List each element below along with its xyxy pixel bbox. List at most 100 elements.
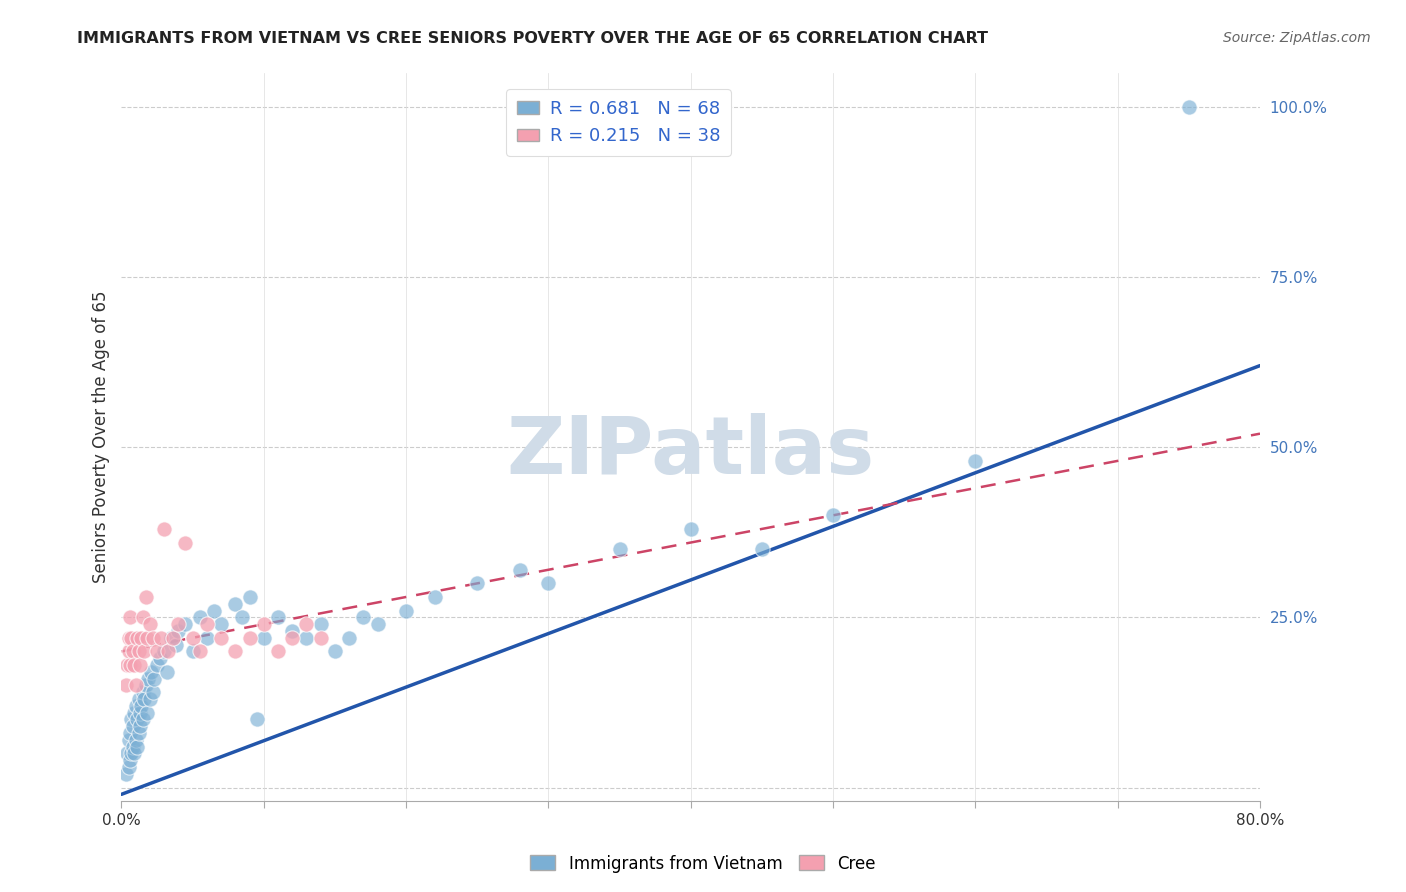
Point: [129, 706, 152, 720]
Point: [131, 631, 153, 645]
Point: [115, 658, 138, 673]
Point: [153, 522, 176, 536]
Point: [124, 732, 146, 747]
Point: [120, 713, 142, 727]
Point: [127, 739, 149, 754]
Point: [128, 692, 150, 706]
Point: [295, 617, 318, 632]
Point: [135, 590, 157, 604]
Point: [128, 726, 150, 740]
Point: [134, 644, 156, 658]
Point: [122, 747, 145, 761]
Point: [267, 644, 290, 658]
Legend: R = 0.681   N = 68, R = 0.215   N = 38: R = 0.681 N = 68, R = 0.215 N = 38: [506, 89, 731, 156]
Point: [143, 672, 166, 686]
Point: [122, 658, 145, 673]
Point: [679, 522, 702, 536]
Point: [1178, 100, 1201, 114]
Point: [465, 576, 488, 591]
Point: [153, 644, 176, 658]
Point: [253, 617, 276, 632]
Point: [129, 719, 152, 733]
Point: [238, 590, 260, 604]
Point: [117, 760, 139, 774]
Point: [132, 610, 155, 624]
Text: Source: ZipAtlas.com: Source: ZipAtlas.com: [1223, 31, 1371, 45]
Text: ZIPatlas: ZIPatlas: [506, 413, 875, 491]
Point: [965, 454, 987, 468]
Point: [114, 767, 136, 781]
Point: [253, 631, 276, 645]
Legend: Immigrants from Vietnam, Cree: Immigrants from Vietnam, Cree: [523, 848, 883, 880]
Y-axis label: Seniors Poverty Over the Age of 65: Seniors Poverty Over the Age of 65: [93, 291, 110, 583]
Point: [121, 719, 143, 733]
Point: [117, 631, 139, 645]
Point: [246, 713, 269, 727]
Point: [127, 631, 149, 645]
Point: [120, 747, 142, 761]
Point: [167, 617, 190, 632]
Point: [118, 610, 141, 624]
Point: [139, 617, 162, 632]
Point: [129, 658, 152, 673]
Point: [132, 713, 155, 727]
Point: [118, 753, 141, 767]
Point: [352, 610, 374, 624]
Point: [124, 678, 146, 692]
Point: [150, 631, 173, 645]
Point: [139, 692, 162, 706]
Point: [295, 631, 318, 645]
Point: [367, 617, 389, 632]
Point: [142, 685, 165, 699]
Point: [423, 590, 446, 604]
Point: [609, 542, 631, 557]
Point: [195, 617, 218, 632]
Point: [135, 678, 157, 692]
Point: [132, 685, 155, 699]
Point: [114, 678, 136, 692]
Point: [142, 631, 165, 645]
Point: [118, 658, 141, 673]
Point: [323, 644, 346, 658]
Point: [224, 597, 246, 611]
Point: [281, 624, 304, 638]
Point: [537, 576, 560, 591]
Point: [202, 604, 225, 618]
Point: [124, 698, 146, 713]
Point: [188, 610, 211, 624]
Point: [121, 644, 143, 658]
Point: [309, 617, 332, 632]
Point: [138, 672, 160, 686]
Point: [309, 631, 332, 645]
Point: [141, 665, 163, 679]
Point: [181, 631, 204, 645]
Point: [122, 706, 145, 720]
Point: [134, 692, 156, 706]
Point: [751, 542, 773, 557]
Point: [146, 644, 169, 658]
Point: [165, 638, 187, 652]
Point: [136, 631, 159, 645]
Point: [188, 644, 211, 658]
Point: [821, 508, 844, 523]
Point: [131, 698, 153, 713]
Text: IMMIGRANTS FROM VIETNAM VS CREE SENIORS POVERTY OVER THE AGE OF 65 CORRELATION C: IMMIGRANTS FROM VIETNAM VS CREE SENIORS …: [77, 31, 988, 46]
Point: [209, 631, 232, 645]
Point: [136, 706, 159, 720]
Point: [267, 610, 290, 624]
Point: [337, 631, 360, 645]
Point: [209, 617, 232, 632]
Point: [174, 535, 197, 549]
Point: [224, 644, 246, 658]
Point: [238, 631, 260, 645]
Point: [128, 644, 150, 658]
Point: [509, 563, 531, 577]
Point: [162, 631, 184, 645]
Point: [231, 610, 253, 624]
Point: [395, 604, 418, 618]
Point: [167, 624, 190, 638]
Point: [281, 631, 304, 645]
Point: [195, 631, 218, 645]
Point: [117, 644, 139, 658]
Point: [127, 713, 149, 727]
